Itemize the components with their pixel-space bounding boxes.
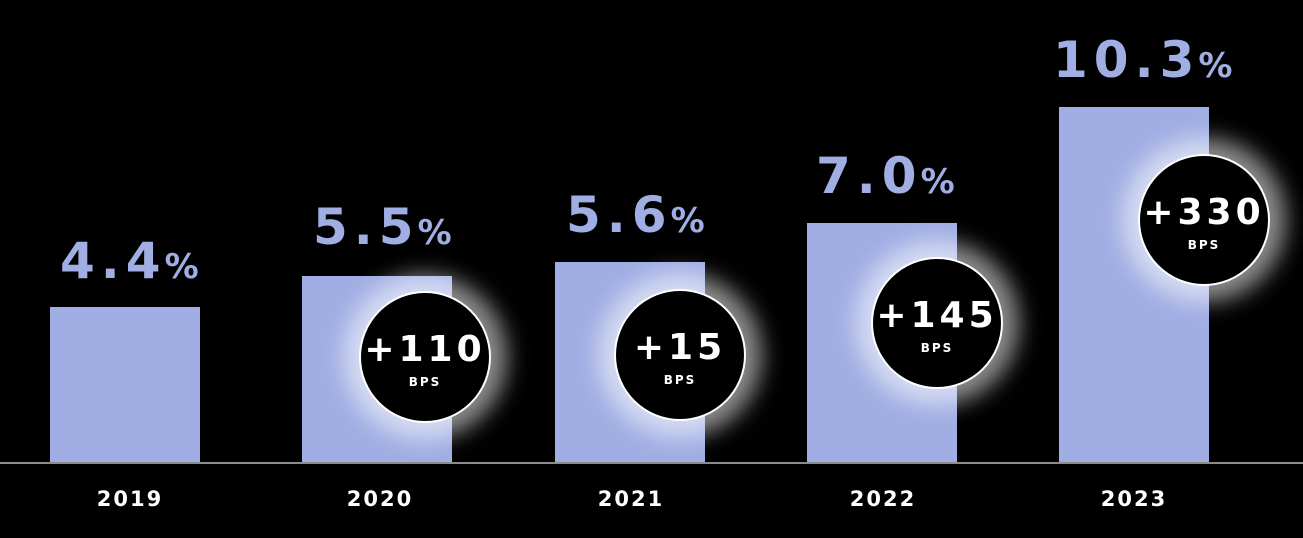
value-label-2023: 10.3% bbox=[1053, 35, 1232, 85]
delta-unit: BPS bbox=[1187, 238, 1221, 252]
value-label-2022: 7.0% bbox=[816, 151, 955, 201]
delta-badge-2020: +110 BPS bbox=[359, 291, 491, 423]
x-tick-2020: 2020 bbox=[346, 487, 414, 511]
delta-value: +145 bbox=[876, 295, 998, 336]
delta-unit: BPS bbox=[920, 341, 954, 355]
x-tick-2022: 2022 bbox=[849, 487, 917, 511]
x-tick-2019: 2019 bbox=[96, 487, 164, 511]
bar-2019 bbox=[50, 307, 200, 462]
percent-suffix: % bbox=[920, 162, 955, 202]
value-label-2020: 5.5% bbox=[313, 202, 452, 252]
percent-suffix: % bbox=[164, 247, 199, 287]
x-axis-line bbox=[0, 462, 1303, 464]
value-label-2019: 4.4% bbox=[60, 236, 199, 286]
delta-unit: BPS bbox=[663, 373, 697, 387]
delta-badge-2023: +330 BPS bbox=[1138, 154, 1270, 286]
value-number: 4.4 bbox=[60, 232, 167, 290]
value-number: 5.6 bbox=[566, 186, 673, 244]
percent-suffix: % bbox=[417, 213, 452, 253]
percent-suffix: % bbox=[670, 201, 705, 241]
value-number: 10.3 bbox=[1053, 31, 1201, 89]
percent-suffix: % bbox=[1198, 46, 1233, 86]
x-tick-2023: 2023 bbox=[1100, 487, 1168, 511]
delta-unit: BPS bbox=[408, 375, 442, 389]
delta-value: +110 bbox=[364, 329, 486, 370]
delta-badge-2021: +15 BPS bbox=[614, 289, 746, 421]
value-label-2021: 5.6% bbox=[566, 190, 705, 240]
x-tick-2021: 2021 bbox=[597, 487, 665, 511]
value-number: 5.5 bbox=[313, 198, 420, 256]
delta-value: +330 bbox=[1143, 192, 1265, 233]
value-number: 7.0 bbox=[816, 147, 923, 205]
delta-badge-2022: +145 BPS bbox=[871, 257, 1003, 389]
delta-value: +15 bbox=[633, 327, 727, 368]
